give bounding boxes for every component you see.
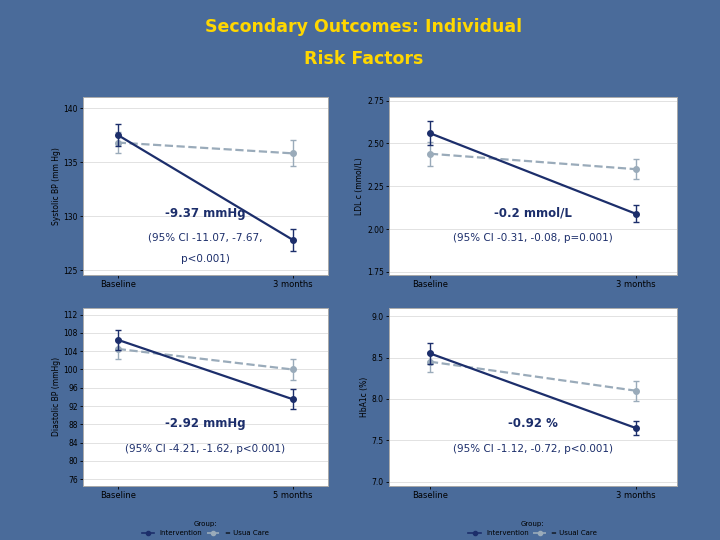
Text: -9.37 mmHg: -9.37 mmHg <box>165 206 246 220</box>
Text: -0.2 mmol/L: -0.2 mmol/L <box>494 206 572 220</box>
Y-axis label: Diastolic BP (mmHg): Diastolic BP (mmHg) <box>52 357 60 436</box>
Text: (95% CI -1.12, -0.72, p<0.001): (95% CI -1.12, -0.72, p<0.001) <box>453 443 613 454</box>
Text: Risk Factors: Risk Factors <box>304 50 423 69</box>
Text: -0.92 %: -0.92 % <box>508 417 558 430</box>
Text: (95% CI -11.07, -7.67,: (95% CI -11.07, -7.67, <box>148 233 263 243</box>
Y-axis label: HbA1c (%): HbA1c (%) <box>360 377 369 417</box>
Text: p<0.001): p<0.001) <box>181 254 230 265</box>
Legend: Intervention, = Usual Care: Intervention, = Usual Care <box>468 310 598 326</box>
Text: -2.92 mmHg: -2.92 mmHg <box>165 417 246 430</box>
Y-axis label: Systolic BP (mm Hg): Systolic BP (mm Hg) <box>52 147 60 225</box>
Legend: Intervention, = Usua Care: Intervention, = Usua Care <box>142 521 269 536</box>
Text: (95% CI -4.21, -1.62, p<0.001): (95% CI -4.21, -1.62, p<0.001) <box>125 443 285 454</box>
Text: Secondary Outcomes: Individual: Secondary Outcomes: Individual <box>205 18 522 36</box>
Legend: intervention, = Lisua Care: intervention, = Lisua Care <box>141 310 269 326</box>
Y-axis label: LDL c (mmol/L): LDL c (mmol/L) <box>355 158 364 215</box>
Legend: Intervention, = Usual Care: Intervention, = Usual Care <box>468 521 598 536</box>
Text: (95% CI -0.31, -0.08, p=0.001): (95% CI -0.31, -0.08, p=0.001) <box>453 233 613 243</box>
